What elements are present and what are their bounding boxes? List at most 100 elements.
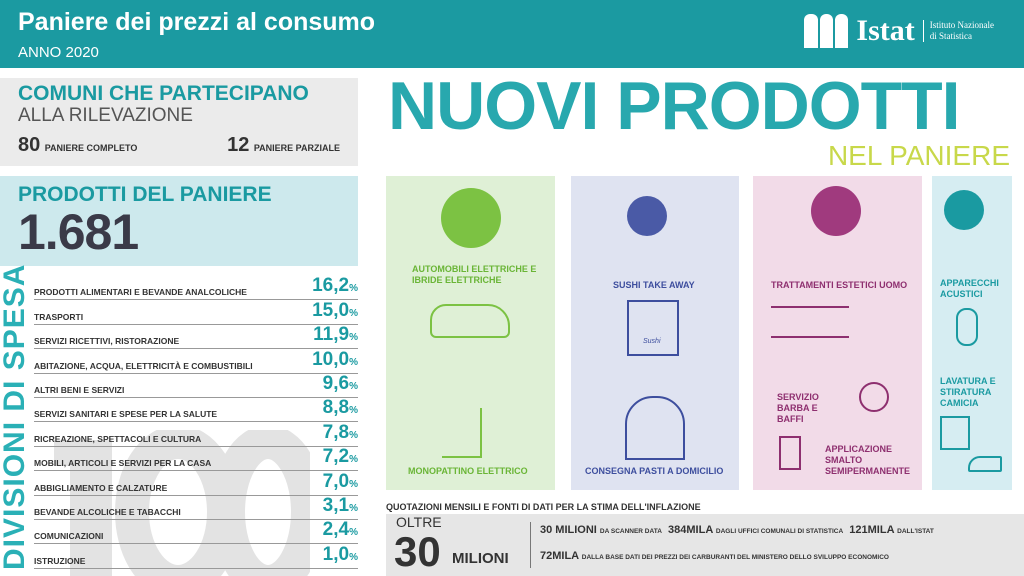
nuovi-title: NUOVI PRODOTTI [388, 68, 961, 144]
division-value-number: 3,1 [322, 494, 350, 516]
division-row: RICREAZIONE, SPETTACOLI E CULTURA 7,8% [34, 421, 358, 447]
division-row: ISTRUZIONE 1,0% [34, 544, 358, 569]
total-watermark [54, 430, 310, 576]
division-value: 8,8% [323, 398, 358, 421]
division-label: COMUNICAZIONI [34, 531, 104, 542]
division-value-number: 8,8 [322, 397, 350, 419]
hearing-aid-icon [956, 308, 978, 346]
item-monopattino: MONOPATTINO ELETTRICO [408, 466, 528, 476]
percent-sign: % [349, 283, 358, 295]
watermark-digit-1-flag [54, 440, 84, 466]
quotazioni-caption: QUOTAZIONI MENSILI E FONTI DI DATI PER L… [386, 502, 701, 512]
item-apparecchi-acustici: APPARECCHI ACUSTICI [940, 278, 999, 299]
delivery-person-icon [625, 396, 685, 460]
nail-polish-icon [779, 436, 801, 470]
parziale-count: 12 [227, 134, 250, 156]
percent-sign: % [349, 527, 358, 539]
sources-row-2: 72MILA DALLA BASE DATI DEI PREZZI DEI CA… [540, 550, 889, 562]
source-istat-label: DALL'ISTAT [897, 528, 934, 535]
item-auto-elettriche: AUTOMOBILI ELETTRICHE E IBRIDE ELETTRICH… [412, 264, 537, 285]
sushi-bag-icon: Sushi [627, 300, 679, 356]
logo-sub1: Istituto Nazionale [929, 20, 994, 30]
division-value-number: 7,0 [322, 470, 350, 492]
division-value-number: 9,6 [322, 372, 350, 394]
division-label: ISTRUZIONE [34, 555, 86, 566]
percent-sign: % [349, 551, 358, 563]
massage-icon [771, 306, 849, 338]
division-value: 9,6% [322, 372, 358, 397]
division-value: 3,1% [322, 494, 358, 519]
percent-sign: % [349, 307, 358, 319]
quotazioni-total: 30 [394, 528, 441, 575]
divisioni-title: DIVISIONI DI SPESA [0, 263, 31, 570]
percent-sign: % [349, 356, 358, 368]
division-row: SERVIZI SANITARI E SPESE PER LA SALUTE 8,… [34, 398, 358, 423]
division-label: BEVANDE ALCOLICHE E TABACCHI [34, 506, 181, 517]
percent-sign: % [349, 332, 358, 344]
division-row: MOBILI, ARTICOLI E SERVIZI PER LA CASA 7,… [34, 447, 358, 472]
division-value: 7,2% [323, 447, 358, 470]
leaf-icon [441, 188, 501, 248]
source-uffici-n: 384MILA [668, 524, 713, 536]
sources-row-1: 30 MILIONI DA SCANNER DATA 384MILA DAGLI… [540, 524, 934, 536]
division-label: ABITAZIONE, ACQUA, ELETTRICITÀ E COMBUST… [34, 360, 253, 371]
percent-sign: % [349, 454, 358, 466]
logo-sub2: di Statistica [929, 31, 973, 41]
nuovi-subtitle: NEL PANIERE [827, 140, 1010, 171]
prodotti-box: PRODOTTI DEL PANIERE 1.681 [0, 176, 358, 266]
division-value-number: 15,0 [312, 299, 350, 321]
quotazioni-box [386, 514, 1024, 576]
division-row: ALTRI BENI E SERVIZI 9,6% [34, 372, 358, 398]
prodotti-value: 1.681 [18, 204, 139, 260]
division-value: 16,2% [312, 276, 358, 299]
grooming-icon [811, 186, 861, 236]
completo-label: PANIERE COMPLETO [44, 143, 138, 153]
iron-icon [968, 456, 1002, 472]
panel-pink: TRATTAMENTI ESTETICI UOMO SERVIZIO BARBA… [753, 176, 922, 490]
division-value-number: 16,2 [312, 275, 350, 297]
percent-sign: % [349, 405, 358, 417]
division-value-number: 2,4 [322, 519, 350, 541]
division-label: SERVIZI RICETTIVI, RISTORAZIONE [34, 336, 180, 347]
item-consegna-pasti: CONSEGNA PASTI A DOMICILIO [585, 466, 724, 476]
page-title: Paniere dei prezzi al consumo [18, 8, 376, 36]
division-value-number: 7,8 [322, 421, 350, 443]
quotazioni-unit: MILIONI [452, 550, 509, 567]
header: Paniere dei prezzi al consumo ANNO 2020 … [0, 0, 1024, 68]
division-row: ABITAZIONE, ACQUA, ELETTRICITÀ E COMBUST… [34, 348, 358, 374]
comuni-box: COMUNI CHE PARTECIPANO ALLA RILEVAZIONE … [0, 78, 358, 166]
bag-text: Sushi [643, 338, 661, 345]
division-row: TRASPORTI 15,0% [34, 299, 358, 325]
washing-machine-icon [940, 416, 970, 450]
panel-cyan: APPARECCHI ACUSTICI LAVATURA E STIRATURA… [932, 176, 1012, 490]
division-value: 7,8% [322, 421, 358, 446]
panel-blue: SUSHI TAKE AWAY Sushi CONSEGNA PASTI A D… [571, 176, 739, 490]
logo-name: Istat [856, 14, 915, 47]
watermark-digit-0 [211, 430, 310, 576]
ear-shirt-icon [944, 190, 984, 230]
divider [530, 522, 531, 568]
division-value-number: 10,0 [312, 348, 350, 370]
division-row: SERVIZI RICETTIVI, RISTORAZIONE 11,9% [34, 324, 358, 350]
divisioni-list: PRODOTTI ALIMENTARI E BEVANDE ANALCOLICH… [34, 276, 358, 569]
panel-green: AUTOMOBILI ELETTRICHE E IBRIDE ELETTRICH… [386, 176, 555, 490]
istat-logo: Istat Istituto Nazionale di Statistica [804, 14, 994, 48]
division-label: PRODOTTI ALIMENTARI E BEVANDE ANALCOLICH… [34, 287, 247, 298]
oltre-label: OLTRE [396, 514, 442, 530]
scooter-icon [442, 408, 482, 458]
division-label: ALTRI BENI E SERVIZI [34, 384, 125, 395]
parziale-label: PANIERE PARZIALE [253, 143, 340, 153]
beard-icon [859, 382, 889, 412]
item-trattamenti: TRATTAMENTI ESTETICI UOMO [771, 280, 908, 290]
division-label: ABBIGLIAMENTO E CALZATURE [34, 482, 168, 493]
completo-count: 80 [18, 134, 41, 156]
division-value: 2,4% [323, 520, 358, 543]
division-label: MOBILI, ARTICOLI E SERVIZI PER LA CASA [34, 458, 212, 469]
source-carburanti-label: DALLA BASE DATI DEI PREZZI DEI CARBURANT… [581, 554, 889, 561]
percent-sign: % [349, 478, 358, 490]
division-label: SERVIZI SANITARI E SPESE PER LA SALUTE [34, 409, 218, 420]
division-value: 1,0% [323, 544, 358, 568]
page-subtitle: ANNO 2020 [18, 44, 99, 61]
division-value-number: 11,9 [313, 324, 350, 346]
logo-subtitle: Istituto Nazionale di Statistica [922, 20, 994, 42]
